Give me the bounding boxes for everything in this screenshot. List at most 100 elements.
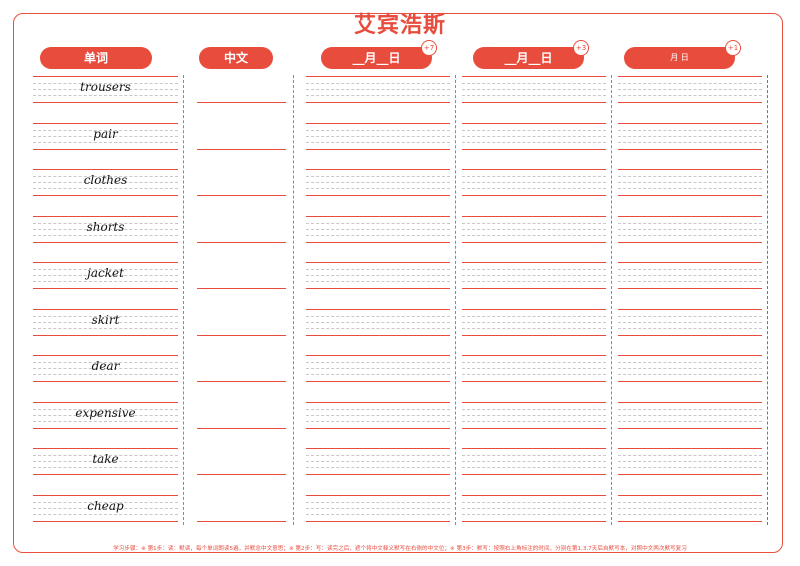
writing-line [306, 215, 450, 217]
guide-line [618, 228, 762, 230]
writing-line [306, 102, 450, 103]
writing-line [33, 334, 178, 336]
chinese-answer-line [197, 334, 286, 336]
guide-line [306, 281, 450, 282]
guide-line [462, 176, 606, 177]
chinese-answer-line [197, 241, 286, 243]
vocabulary-word: expensive [75, 405, 136, 420]
writing-line [618, 334, 762, 336]
writing-line [33, 102, 178, 103]
writing-line [33, 122, 178, 124]
header-chinese: 中文 [199, 47, 273, 69]
guide-line [306, 269, 450, 270]
guide-line [33, 129, 178, 131]
guide-line [462, 89, 606, 90]
guide-line [33, 83, 178, 84]
guide-line [462, 182, 606, 183]
header-date-3[interactable]: 月 日 [624, 47, 735, 69]
guide-line [33, 507, 178, 509]
chinese-answer-line [197, 195, 286, 196]
writing-line [462, 401, 606, 403]
guide-line [618, 321, 762, 323]
guide-line [33, 222, 178, 224]
writing-line [306, 262, 450, 263]
vocabulary-word: dear [91, 359, 120, 373]
guide-line [462, 141, 606, 143]
guide-line [33, 408, 178, 410]
vocabulary-word: cheap [87, 498, 124, 513]
guide-line [462, 188, 606, 189]
guide-line [618, 374, 762, 375]
guide-line [618, 188, 762, 189]
guide-line [306, 83, 450, 84]
guide-line [618, 275, 762, 276]
guide-line [618, 95, 762, 96]
guide-line [306, 176, 450, 177]
writing-line [618, 76, 762, 77]
writing-line [462, 448, 606, 449]
guide-line [618, 513, 762, 515]
guide-line [33, 368, 178, 369]
guide-line [33, 269, 178, 270]
vocabulary-word: skirt [91, 312, 120, 327]
guide-line [33, 95, 178, 96]
writing-line [462, 148, 606, 150]
guide-line [306, 234, 450, 236]
chinese-answer-line [197, 148, 286, 150]
guide-line [618, 281, 762, 282]
guide-line [306, 89, 450, 90]
writing-line [618, 381, 762, 382]
writing-line [618, 215, 762, 217]
guide-line [306, 135, 450, 137]
guide-line [306, 455, 450, 456]
vocabulary-word: clothes [83, 173, 128, 187]
guide-line [618, 455, 762, 456]
writing-line [306, 148, 450, 150]
guide-line [33, 501, 178, 503]
study-steps-footer: 学习步骤：※ 第1步：读：默读，每个单词朗读5遍，并默念中文意思；※ 第2步：写… [113, 546, 687, 552]
vocabulary-word: shorts [86, 219, 125, 234]
guide-line [618, 420, 762, 422]
writing-line [618, 448, 762, 449]
writing-line [306, 308, 450, 310]
writing-line [306, 76, 450, 77]
guide-line [306, 222, 450, 224]
guide-line [33, 141, 178, 143]
writing-line [618, 494, 762, 496]
column-divider [767, 75, 768, 525]
guide-line [618, 269, 762, 270]
guide-line [618, 222, 762, 224]
guide-line [33, 327, 178, 329]
writing-line [33, 241, 178, 243]
guide-line [33, 461, 178, 462]
guide-line [306, 461, 450, 462]
guide-line [306, 374, 450, 375]
header-date-1[interactable]: __月__日 [321, 47, 432, 69]
writing-line [462, 241, 606, 243]
writing-line [618, 427, 762, 429]
writing-line [618, 355, 762, 356]
writing-line [33, 494, 178, 496]
writing-line [306, 381, 450, 382]
writing-line [33, 148, 178, 150]
review-day-badge: +7 [421, 40, 437, 56]
guide-line [618, 461, 762, 462]
writing-line [462, 334, 606, 336]
guide-line [618, 83, 762, 84]
writing-line [33, 448, 178, 449]
guide-line [618, 327, 762, 329]
writing-line [33, 355, 178, 356]
writing-line [306, 427, 450, 429]
guide-line [306, 182, 450, 183]
review-day-badge: +3 [573, 40, 589, 56]
guide-line [618, 89, 762, 90]
writing-line [462, 381, 606, 382]
guide-line [33, 281, 178, 282]
vocabulary-word: take [92, 452, 119, 466]
writing-line [33, 474, 178, 475]
writing-line [462, 122, 606, 124]
guide-line [462, 420, 606, 422]
guide-line [462, 281, 606, 282]
header-date-2[interactable]: __月__日 [473, 47, 584, 69]
guide-line [306, 327, 450, 329]
